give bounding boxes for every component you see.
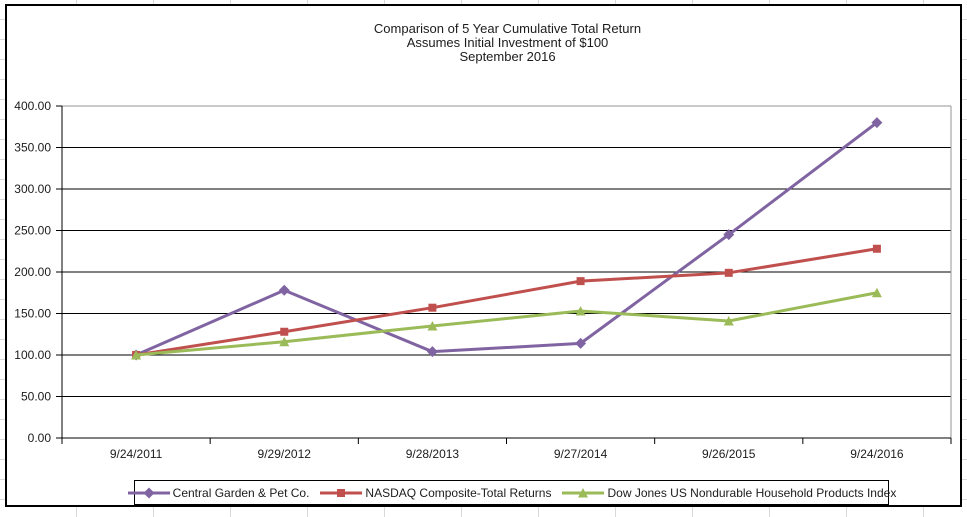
y-gridlines [62,147,951,397]
y-tick-label: 200.00 [14,265,51,279]
data-point-marker [575,337,587,349]
legend-line-triangle-icon [561,487,605,499]
y-tick-label: 350.00 [14,141,51,155]
x-tick-label: 9/24/2011 [110,447,163,461]
y-tick-label: 250.00 [14,224,51,238]
x-tick-label: 9/29/2012 [258,447,312,461]
legend-line-diamond-icon [127,487,171,499]
y-tick-label: 300.00 [14,182,51,196]
data-point-marker [871,117,883,129]
legend-line-square-icon [319,487,363,499]
data-point-marker [576,277,585,286]
data-point-marker [871,287,882,298]
data-point-marker [426,346,438,358]
legend-label-nasdaq-composite: NASDAQ Composite-Total Returns [365,485,552,500]
x-tick-label: 9/24/2016 [850,447,904,461]
chart-title: Comparison of 5 Year Cumulative Total Re… [7,22,960,64]
x-tick-label: 9/26/2015 [702,447,756,461]
chart-title-line-1: Comparison of 5 Year Cumulative Total Re… [373,21,642,36]
legend-item-dow-jones-nondurable: Dow Jones US Nondurable Household Produc… [561,486,896,500]
y-tick-label: 50.00 [21,390,51,404]
series-dow-jones-us-nondurable-household-products-index [131,287,882,360]
x-tick-labels: 9/24/2011 9/29/2012 9/28/2013 9/27/2014 9/26… [110,447,904,461]
data-point-marker [575,306,586,316]
data-point-marker [279,336,290,347]
data-point-marker [428,303,437,312]
legend-item-central-garden-pet: Central Garden & Pet Co. [127,485,310,500]
y-tick-label: 0.00 [28,431,52,445]
legend-item-nasdaq-composite: NASDAQ Composite-Total Returns [319,486,551,500]
data-point-marker [723,229,735,241]
data-point-marker [427,320,438,331]
legend-label-central-garden-pet: Central Garden & Pet Co. [172,485,310,500]
data-point-marker [724,268,733,277]
chart-title-line-2: Assumes Initial Investment of $100 [406,35,609,50]
series-nasdaq-composite-total-returns [132,244,881,359]
x-tick-label: 9/28/2013 [406,447,460,461]
y-tick-labels: 0.00 50.00 100.00 150.00 200.00 250.00 300.00 3… [14,99,51,445]
y-tick-label: 150.00 [14,307,51,321]
axes [56,105,952,444]
y-tick-label: 400.00 [14,99,51,113]
chart-title-line-3: September 2016 [459,49,556,64]
data-point-marker [131,350,142,360]
data-point-marker [280,327,289,336]
data-point-marker [723,315,734,326]
x-tick-label: 9/27/2014 [554,447,608,461]
series-central-garden-pet-co [130,117,883,361]
plot-border [62,105,952,438]
data-point-marker [872,244,881,253]
chart-area: Comparison of 5 Year Cumulative Total Re… [5,4,962,507]
legend-label-dow-jones-nondurable: Dow Jones US Nondurable Household Produc… [607,485,897,500]
y-tick-label: 100.00 [14,348,51,362]
data-point-marker [278,284,290,296]
legend: Central Garden & Pet Co. NASDAQ Composit… [127,480,896,505]
